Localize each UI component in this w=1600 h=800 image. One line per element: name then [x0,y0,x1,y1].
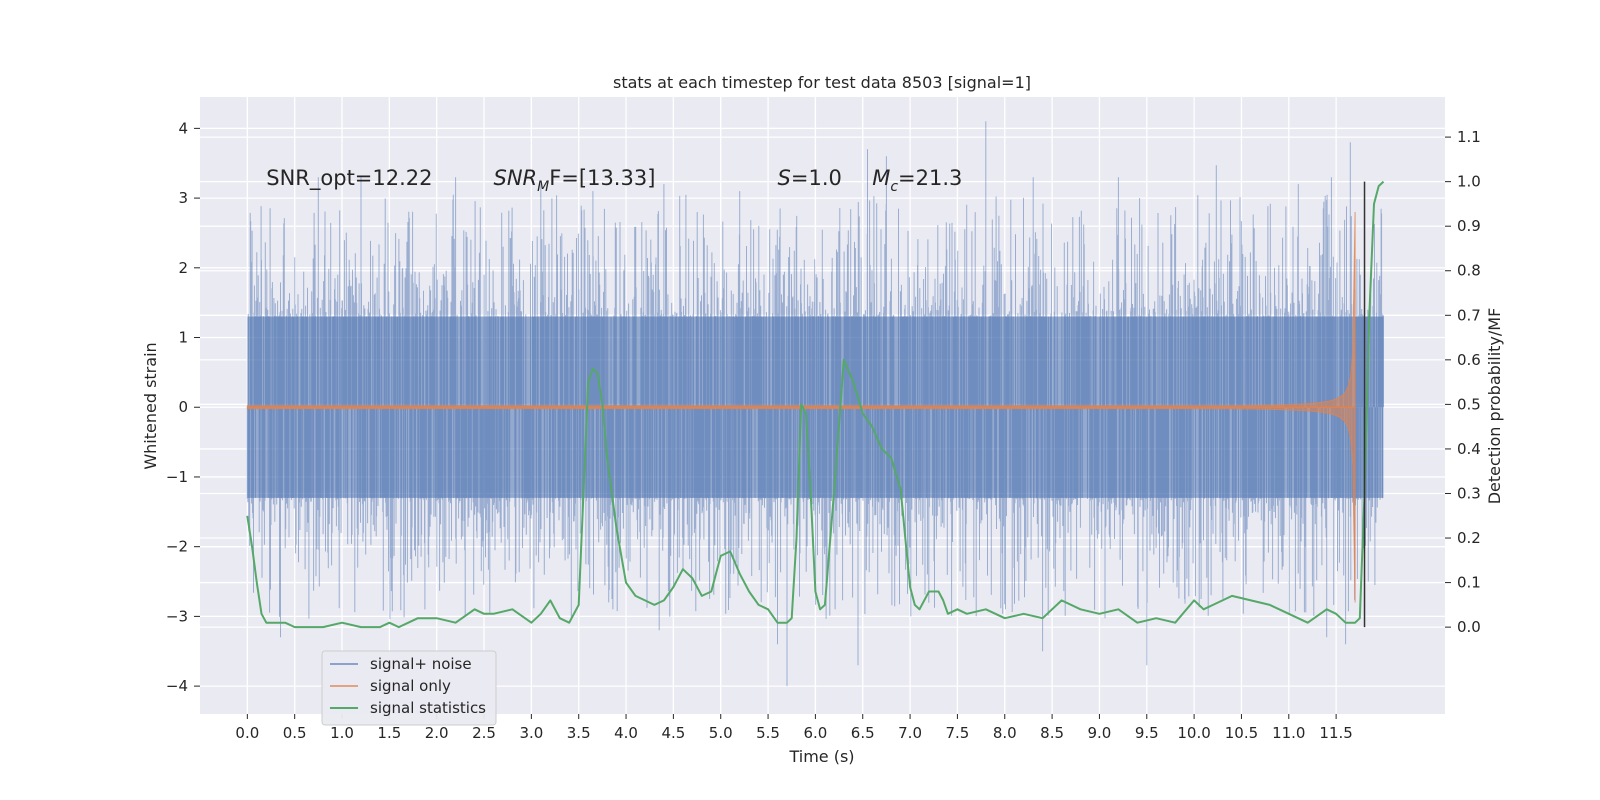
x-tick-label: 10.5 [1225,724,1258,742]
y2-tick-label: 0.7 [1457,306,1481,324]
x-tick-label: 7.5 [945,724,969,742]
y-tick-label: 3 [178,189,188,207]
y2-tick-label: 0.3 [1457,484,1481,502]
x-tick-label: 3.5 [567,724,591,742]
y2-axis-label: Detection probability/MF [1485,308,1504,505]
x-tick-label: 1.0 [330,724,354,742]
y-tick-label: 2 [178,259,188,277]
annotation-snr_opt: SNR_opt=12.22 [266,166,432,191]
annotations: SNR_opt=12.22 SNRMF=[13.33] S=1.0 Mc=21.3 [266,166,962,195]
x-tick-label: 4.5 [661,724,685,742]
y-tick-label: −1 [166,468,188,486]
chart-title: stats at each timestep for test data 850… [613,73,1031,92]
x-tick-label: 5.0 [709,724,733,742]
y2-tick-label: 0.9 [1457,217,1481,235]
x-tick-label: 5.5 [756,724,780,742]
x-tick-label: 0.5 [283,724,307,742]
x-tick-label: 0.0 [235,724,259,742]
legend: signal+ noise signal only signal statist… [321,650,497,726]
y-tick-label: 4 [178,119,188,137]
y-tick-label: 0 [178,398,188,416]
x-tick-label: 9.5 [1135,724,1159,742]
x-tick-label: 2.0 [425,724,449,742]
x-axis-label: Time (s) [788,747,854,766]
y-tick-label: −3 [166,607,188,625]
y2-tick-label: 0.1 [1457,574,1481,592]
y-axis-ticks: 4 3 2 1 0 −1 −2 −3 −4 [166,119,200,695]
x-axis-ticks: 0.0 0.5 1.0 1.5 2.0 2.5 3.0 3.5 4.0 4.5 5.0 5.5 6.0 6… [235,714,1353,742]
y2-axis-ticks: 1.1 1.0 0.9 0.8 0.7 0.6 0.5 0.4 0.3 0.2 0.1 0.0 [1445,128,1481,636]
x-tick-label: 11.5 [1319,724,1352,742]
x-tick-label: 11.0 [1272,724,1305,742]
x-tick-label: 4.0 [614,724,638,742]
legend-label-signal-only: signal only [370,677,451,695]
y-axis-label: Whitened strain [141,342,160,469]
x-tick-label: 8.5 [1040,724,1064,742]
annotation-snr_mf: SNRMF=[13.33] [493,166,655,195]
annotation-mc: Mc=21.3 [872,166,962,195]
y2-tick-label: 0.4 [1457,440,1481,458]
statistics-line [246,180,1385,629]
y2-tick-label: 0.8 [1457,262,1481,280]
legend-box [321,650,497,726]
x-tick-label: 9.0 [1088,724,1112,742]
y-tick-label: −2 [166,538,188,556]
x-tick-label: 7.0 [898,724,922,742]
x-tick-label: 3.0 [519,724,543,742]
legend-label-signal-plus-noise: signal+ noise [370,655,472,673]
x-tick-label: 6.5 [851,724,875,742]
annotation-s: S=1.0 [778,166,842,190]
x-tick-label: 1.5 [377,724,401,742]
y-tick-label: 1 [178,329,188,347]
y2-tick-label: 0.6 [1457,351,1481,369]
x-tick-label: 2.5 [472,724,496,742]
legend-label-signal-statistics: signal statistics [370,699,486,717]
x-tick-label: 6.0 [803,724,827,742]
y2-tick-label: 1.1 [1457,128,1481,146]
noise-trace [246,121,1384,687]
series-signal-statistics [246,180,1385,629]
y-tick-label: −4 [166,677,188,695]
y2-tick-label: 1.0 [1457,173,1481,191]
y2-tick-label: 0.2 [1457,529,1481,547]
x-tick-label: 8.0 [993,724,1017,742]
y2-tick-label: 0.0 [1457,618,1481,636]
x-tick-label: 10.0 [1177,724,1210,742]
y2-tick-label: 0.5 [1457,395,1481,413]
